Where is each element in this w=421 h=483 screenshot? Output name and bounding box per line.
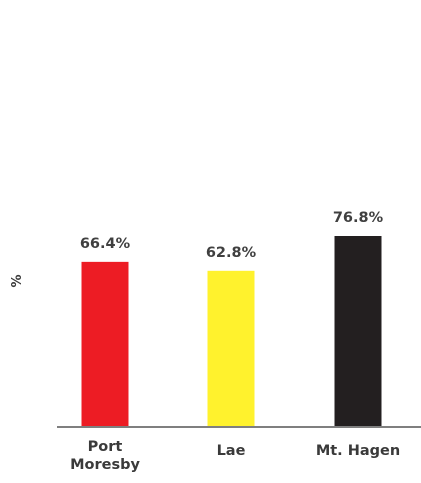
- bar-2: [334, 236, 382, 427]
- y-axis-label: %: [10, 274, 25, 287]
- data-label-0: 66.4%: [80, 236, 131, 252]
- x-tick-labels-group: Port Moresby Lae Mt. Hagen: [70, 439, 400, 473]
- data-label-2: 76.8%: [333, 210, 384, 226]
- x-tick-label-1-line-0: Lae: [217, 443, 246, 459]
- bars-group: [81, 236, 382, 427]
- data-label-1: 62.8%: [206, 245, 257, 261]
- x-tick-label-0-line-1: Moresby: [70, 457, 140, 473]
- data-labels-group: 66.4% 62.8% 76.8%: [80, 210, 384, 261]
- bar-1: [207, 270, 255, 427]
- bar-0: [81, 261, 129, 427]
- x-tick-label-2-line-0: Mt. Hagen: [316, 443, 400, 459]
- x-tick-label-0-line-0: Port: [88, 439, 123, 455]
